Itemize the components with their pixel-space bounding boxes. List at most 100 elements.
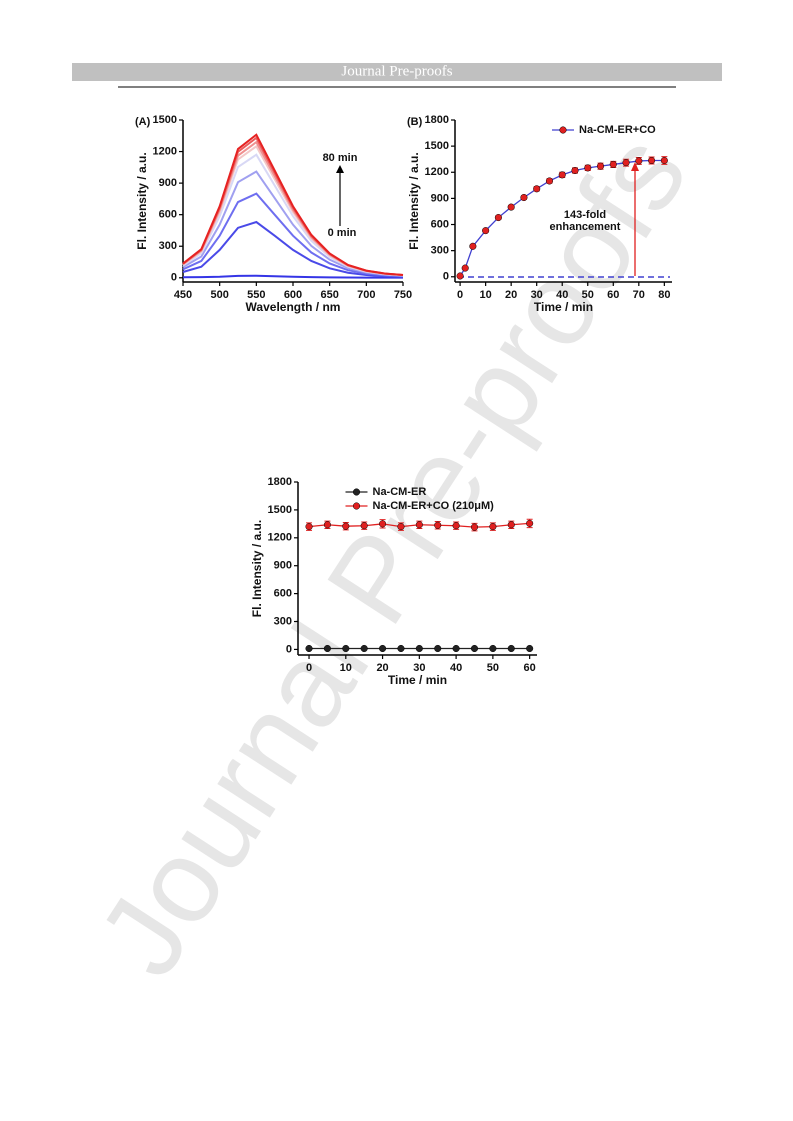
x-tick-label: 40	[556, 289, 568, 301]
marker	[507, 203, 515, 211]
marker	[489, 644, 497, 653]
x-tick-label: 600	[284, 289, 302, 301]
marker	[494, 213, 502, 222]
y-tick-label: 1500	[425, 140, 449, 152]
x-tick-label: 60	[524, 662, 536, 674]
y-tick-label: 1200	[425, 166, 449, 178]
legend-label: Na-CM-ER+CO	[579, 124, 656, 136]
x-tick-label: 80	[658, 289, 670, 301]
marker	[571, 166, 579, 175]
series-line	[182, 192, 404, 278]
x-tick-label: 50	[582, 289, 594, 301]
marker	[470, 523, 479, 531]
marker	[507, 521, 515, 529]
x-axis-title: Time / min	[388, 673, 447, 687]
y-tick-label: 1500	[268, 504, 292, 516]
legend-label: Na-CM-ER	[373, 486, 427, 498]
marker	[507, 644, 515, 653]
legend-marker	[559, 126, 567, 134]
x-tick-label: 10	[480, 289, 492, 301]
marker	[482, 227, 490, 235]
marker	[470, 644, 479, 653]
panel-label: (A)	[135, 116, 151, 128]
x-tick-label: 20	[505, 289, 517, 301]
y-tick-label: 0	[286, 643, 292, 655]
marker	[469, 242, 477, 250]
x-tick-label: 0	[457, 289, 463, 301]
y-axis-title: Fl. Intensity / a.u.	[407, 152, 421, 249]
series-line	[182, 133, 404, 276]
x-tick-label: 500	[210, 289, 228, 301]
x-tick-label: 750	[394, 289, 412, 301]
series-line	[182, 220, 404, 278]
y-tick-label: 0	[443, 271, 449, 283]
marker	[360, 644, 368, 653]
marker	[397, 523, 405, 531]
y-tick-label: 600	[159, 209, 177, 221]
y-tick-label: 600	[431, 218, 449, 230]
marker	[461, 264, 469, 272]
y-tick-label: 900	[274, 560, 292, 572]
x-tick-label: 0	[306, 662, 312, 674]
y-tick-label: 1200	[268, 532, 292, 544]
y-tick-label: 300	[274, 615, 292, 627]
x-tick-label: 30	[413, 662, 425, 674]
y-tick-label: 1800	[268, 476, 292, 488]
marker	[609, 160, 617, 168]
marker	[584, 164, 592, 172]
y-axis-title: Fl. Intensity / a.u.	[250, 520, 264, 617]
x-tick-label: 450	[174, 289, 192, 301]
header-bar	[72, 63, 722, 81]
marker	[545, 177, 554, 185]
marker	[456, 272, 464, 280]
marker	[305, 523, 313, 531]
marker	[434, 521, 442, 529]
annotation: enhancement	[550, 221, 621, 233]
x-tick-label: 70	[633, 289, 645, 301]
marker	[648, 156, 656, 165]
marker	[622, 159, 630, 167]
series-line	[182, 274, 403, 279]
marker	[342, 522, 350, 530]
marker	[342, 644, 350, 653]
marker	[526, 519, 534, 527]
marker	[323, 644, 331, 653]
arrow-head	[631, 162, 639, 171]
x-tick-label: 40	[450, 662, 462, 674]
x-tick-label: 650	[320, 289, 338, 301]
y-tick-label: 300	[431, 245, 449, 257]
y-tick-label: 300	[159, 240, 177, 252]
x-tick-label: 550	[247, 289, 265, 301]
marker	[635, 157, 643, 165]
y-tick-label: 900	[431, 192, 449, 204]
panel-label: (B)	[407, 116, 423, 128]
x-tick-label: 50	[487, 662, 499, 674]
x-axis-title: Time / min	[534, 300, 593, 314]
marker	[415, 644, 423, 653]
marker	[558, 171, 566, 179]
y-tick-label: 0	[171, 272, 177, 284]
x-axis-title: Wavelength / nm	[246, 300, 341, 314]
marker	[379, 644, 387, 653]
marker	[596, 162, 605, 170]
marker	[360, 522, 368, 530]
marker	[397, 644, 405, 653]
x-tick-label: 20	[376, 662, 388, 674]
marker	[379, 520, 387, 528]
x-tick-label: 30	[531, 289, 543, 301]
legend-label: Na-CM-ER+CO (210μM)	[373, 500, 495, 512]
y-tick-label: 1500	[153, 114, 177, 126]
marker	[660, 156, 668, 165]
legend-marker	[352, 502, 361, 510]
legend-marker	[352, 488, 361, 496]
x-tick-label: 10	[340, 662, 352, 674]
marker	[452, 522, 460, 530]
marker	[434, 644, 442, 653]
y-tick-label: 1200	[153, 145, 177, 157]
header-title: Journal Pre-proofs	[341, 63, 452, 79]
annotation: 143-fold	[564, 209, 606, 221]
arrow-head	[336, 165, 344, 173]
marker	[452, 644, 460, 653]
x-tick-label: 700	[357, 289, 375, 301]
